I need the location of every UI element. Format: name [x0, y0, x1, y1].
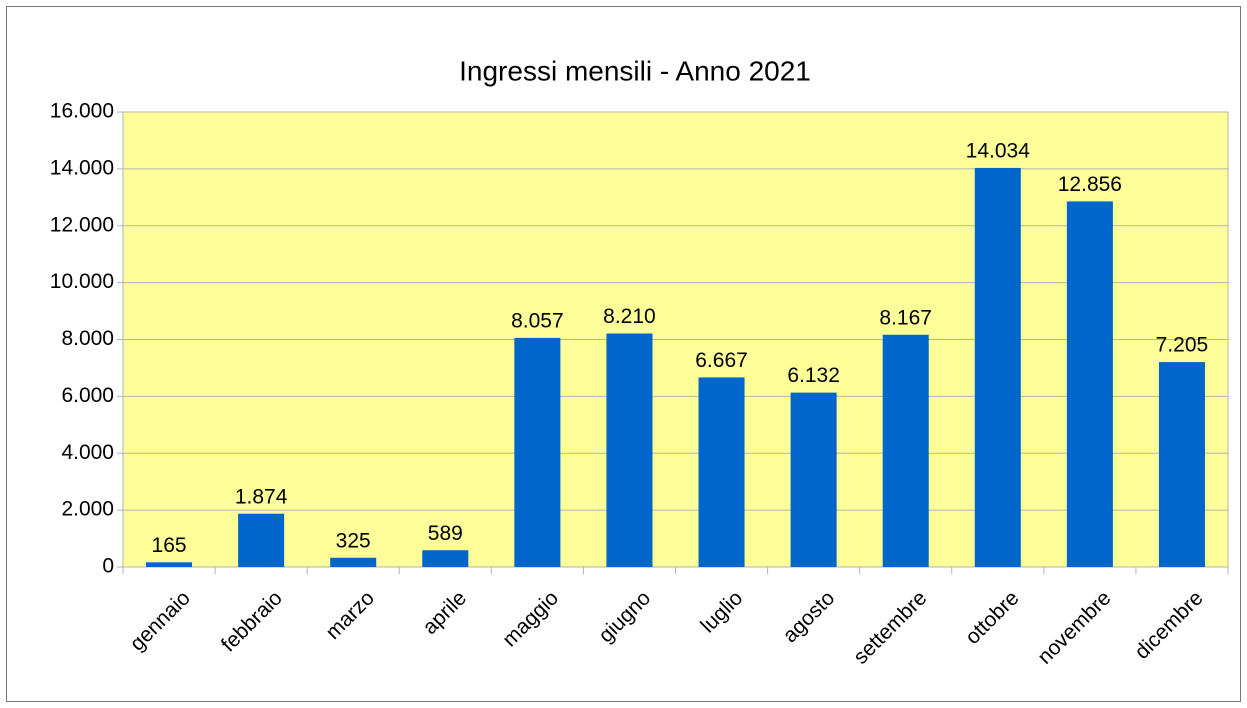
y-tick-label: 10.000: [50, 270, 114, 293]
y-tick-label: 14.000: [50, 156, 114, 179]
chart-title: Ingressi mensili - Anno 2021: [459, 55, 811, 86]
value-label: 165: [152, 534, 187, 557]
bar: [330, 557, 377, 567]
bar: [1158, 362, 1205, 567]
bar: [146, 562, 193, 567]
y-tick-label: 6.000: [61, 384, 114, 407]
y-tick-label: 16.000: [50, 100, 114, 123]
value-label: 6.132: [787, 364, 840, 387]
bar: [606, 333, 653, 567]
bar: [882, 334, 929, 567]
value-label: 12.856: [1058, 173, 1122, 196]
bar: [422, 550, 469, 567]
y-tick-label: 12.000: [50, 213, 114, 236]
value-label: 325: [336, 529, 371, 552]
y-tick-label: 4.000: [61, 441, 114, 464]
bar: [974, 167, 1021, 567]
value-label: 589: [428, 522, 463, 545]
value-label: 1.874: [235, 485, 288, 508]
bar: [1066, 201, 1113, 567]
value-label: 8.167: [879, 306, 932, 329]
bar: [698, 377, 745, 567]
bar: [514, 337, 561, 567]
value-label: 14.034: [966, 139, 1031, 162]
y-tick-label: 0: [102, 555, 114, 578]
value-label: 7.205: [1156, 334, 1209, 357]
value-label: 8.057: [511, 309, 564, 332]
y-tick-label: 8.000: [61, 327, 114, 350]
bar: [790, 392, 837, 567]
value-label: 6.667: [695, 349, 748, 372]
bar: [238, 513, 285, 567]
value-label: 8.210: [603, 305, 656, 328]
y-tick-label: 2.000: [61, 498, 114, 521]
